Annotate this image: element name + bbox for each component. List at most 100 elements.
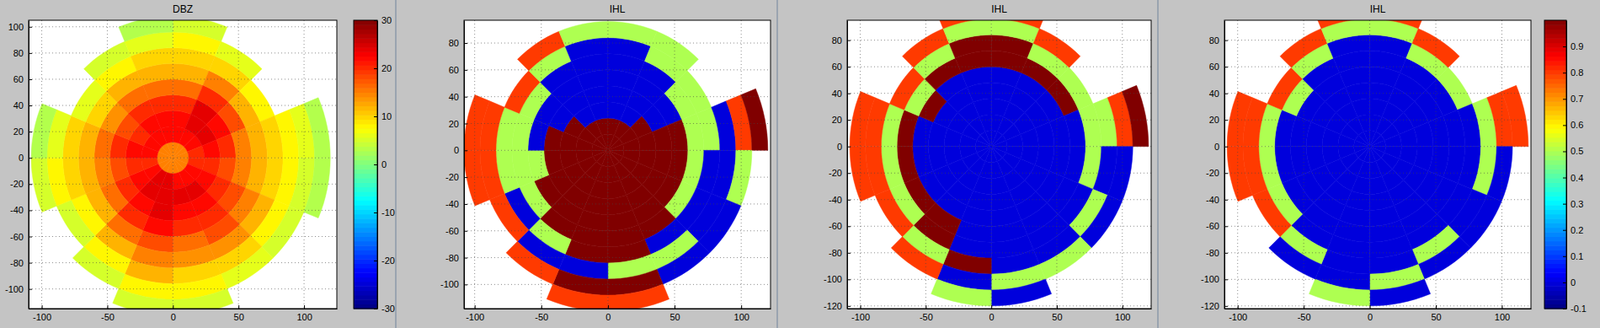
tick: 20 [832, 114, 851, 125]
radar-cell [172, 171, 185, 189]
colorbar-swatch [353, 218, 378, 224]
radar-cell [1267, 67, 1303, 110]
colorbar-swatch [1544, 213, 1567, 219]
tick-label: -100 [5, 283, 24, 294]
grid-line [28, 157, 337, 159]
y-axis: -100-80-60-40-20020406080 [440, 21, 468, 310]
radar-cell [937, 20, 992, 29]
tick-mark [304, 304, 305, 309]
x-axis: -100-50050100 [29, 304, 338, 322]
radar-cell [608, 165, 621, 183]
grid-line [847, 66, 1152, 68]
colorbar-swatch [1544, 51, 1567, 57]
colorbar-swatch [1544, 92, 1567, 98]
tick: 50 [234, 304, 245, 322]
colorbar-swatch [353, 133, 378, 139]
radar-cell [187, 145, 205, 158]
tick-label: -100 [851, 311, 870, 322]
tick: 20 [1209, 114, 1228, 125]
tick-mark [464, 122, 468, 124]
grid-line [464, 42, 771, 44]
grid-line [847, 92, 1152, 94]
tick-label: 0.5 [1570, 145, 1584, 156]
radar-cell [464, 95, 491, 151]
tick: 0 [18, 152, 32, 163]
grid-line [925, 20, 927, 309]
colorbar-swatch [353, 263, 378, 269]
radar-cell [1459, 195, 1502, 248]
tick: -50 [1297, 304, 1312, 322]
tick-label: -80 [10, 257, 24, 268]
tick-mark [28, 288, 32, 290]
tick: -80 [828, 247, 851, 258]
tick: 0 [1562, 277, 1576, 288]
tick-label: 40 [448, 91, 459, 102]
colorbar-swatch [353, 106, 378, 112]
radar-cell [725, 149, 752, 206]
tick-mark [474, 304, 476, 309]
plot-frame [847, 20, 1152, 309]
grid-line [28, 288, 337, 289]
tick-mark [1562, 229, 1567, 231]
tick: -80 [1205, 247, 1228, 258]
grid-line [847, 145, 1152, 147]
colorbar-swatch [353, 137, 378, 143]
colorbar-swatch [1544, 272, 1567, 278]
colorbar: -30-20-100102030 [353, 15, 395, 314]
tick-label: 80 [13, 48, 24, 59]
tick-mark [464, 176, 468, 178]
tick-label: -50 [534, 311, 549, 322]
radar-cell [608, 283, 670, 309]
radar-cell [172, 20, 227, 42]
tick: -40 [10, 204, 32, 215]
radar-cell [31, 103, 57, 158]
tick-mark [1562, 46, 1567, 48]
tick-mark [1224, 252, 1228, 254]
colorbar-swatch [1544, 191, 1567, 197]
colorbar-swatch [353, 290, 378, 296]
tick: -60 [445, 225, 468, 236]
tick-label: 0.4 [1570, 172, 1584, 183]
tick-mark [1562, 256, 1567, 257]
colorbar-swatch [1544, 83, 1567, 89]
tick: 0.6 [1562, 119, 1584, 130]
radar-cell [490, 192, 529, 241]
tick-label: -40 [445, 198, 459, 209]
colorbar-swatch [1544, 250, 1567, 256]
colorbar-swatch [1544, 227, 1567, 233]
tick-mark [847, 305, 851, 307]
tick-mark [373, 164, 378, 166]
colorbar-swatch [1544, 64, 1567, 70]
tick-mark [1562, 282, 1567, 283]
tick-mark [373, 68, 378, 70]
grid-line [847, 225, 1152, 227]
radar-cell [985, 130, 992, 147]
colorbar-swatch [353, 150, 378, 156]
colorbar-swatch [1544, 208, 1567, 214]
colorbar-axis: -30-20-100102030 [373, 15, 395, 314]
x-axis: -100-50050100 [464, 304, 772, 322]
tick-label: 100 [8, 21, 24, 32]
tick-label: 20 [832, 114, 843, 125]
radar-cell [1370, 160, 1382, 178]
grid-line [1056, 20, 1057, 309]
tick-mark [464, 69, 468, 71]
tick-label: 0 [381, 159, 387, 170]
radar-cell [157, 157, 174, 164]
radar-cell [546, 283, 608, 309]
radar-cell [975, 146, 992, 153]
radar-cell [602, 133, 608, 150]
tick-mark [28, 79, 32, 80]
tick: -60 [10, 231, 32, 242]
colorbar-swatch [353, 114, 378, 120]
colorbar-swatch [353, 87, 378, 93]
radar-cell [1080, 195, 1123, 248]
radar-cell [1357, 114, 1370, 132]
colorbar-swatch [1544, 133, 1567, 139]
radar-cell [849, 146, 875, 202]
colorbar-swatch [1544, 24, 1567, 30]
grid-line [1224, 66, 1531, 68]
colorbar-swatch [353, 47, 378, 53]
tick: 0.3 [1562, 198, 1584, 209]
colorbar-swatch [353, 51, 378, 57]
